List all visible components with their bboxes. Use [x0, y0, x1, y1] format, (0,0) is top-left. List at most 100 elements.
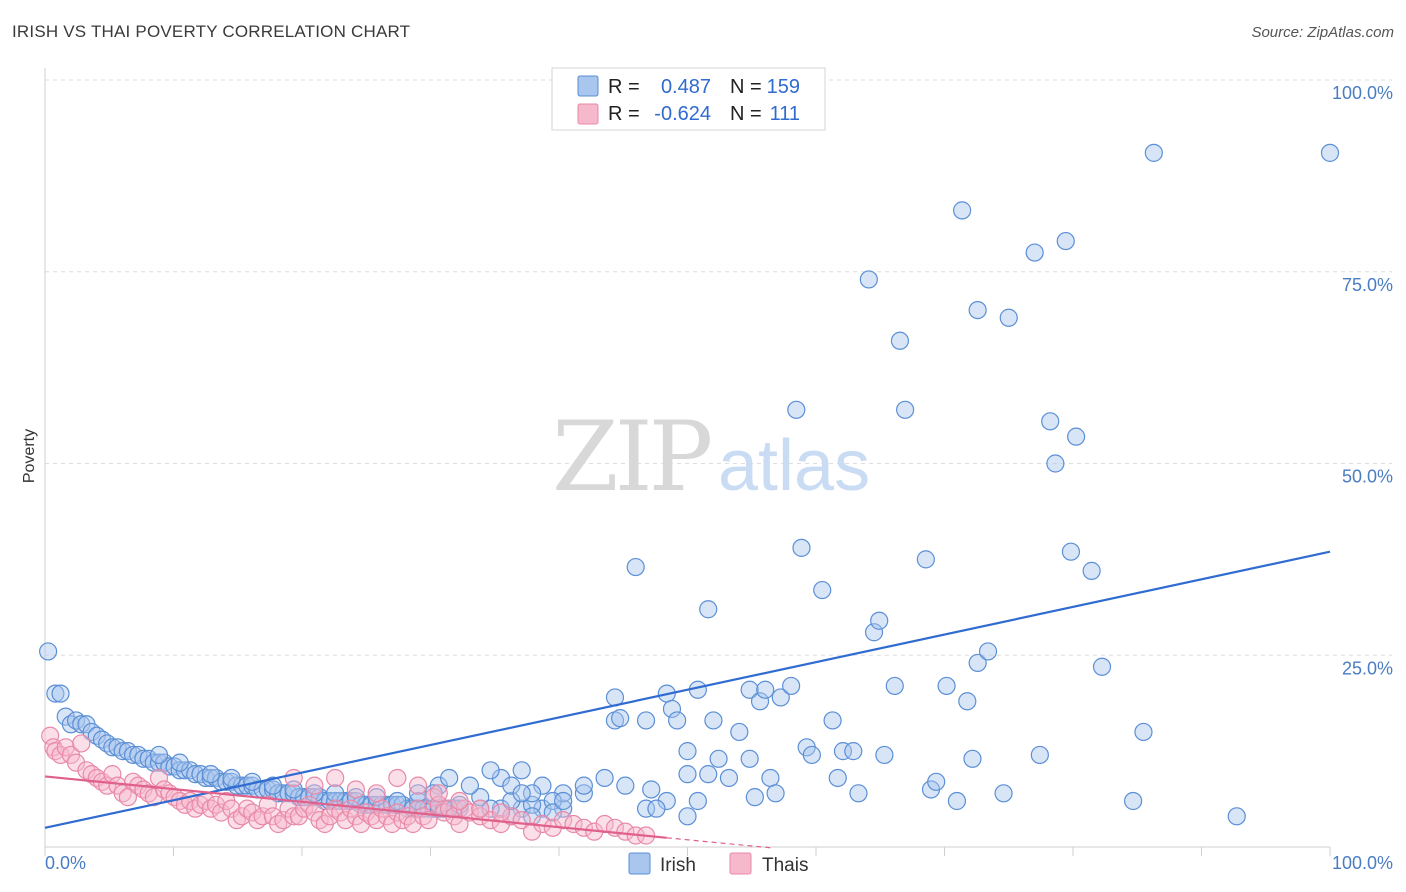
y-axis-label: Poverty: [21, 429, 38, 483]
irish-point-150: [740, 749, 759, 768]
irish-point-127: [657, 791, 676, 811]
thais-point-67: [383, 814, 402, 834]
irish-point-145: [704, 711, 723, 730]
irish-point-194: [1067, 427, 1086, 446]
legend-irish-r-value: 0.487: [661, 76, 711, 98]
irish-point-153: [756, 680, 775, 699]
thais-point-42: [253, 807, 272, 826]
thais-point-6: [66, 753, 86, 772]
irish-point-102: [512, 761, 531, 780]
irish-point-132: [611, 709, 630, 728]
thais-point-101: [305, 776, 324, 795]
irish-point-151: [745, 788, 764, 807]
irish-point-96: [491, 799, 511, 818]
axes: [44, 68, 1331, 856]
irish-point-195: [1082, 561, 1101, 580]
x-tick-label-1: 100.0%: [1332, 853, 1393, 873]
irish-point-159: [792, 538, 811, 557]
irish-point-154: [761, 768, 780, 788]
irish-point-173: [890, 331, 910, 350]
irish-point-87: [305, 784, 324, 803]
irish-point-126: [636, 799, 656, 818]
irish-point-128: [678, 807, 697, 826]
legend-irish-r-label: R =: [608, 76, 640, 98]
irish-point-180: [953, 201, 972, 220]
irish-point-183: [968, 653, 987, 673]
bottom-legend-swatch-thais: [729, 852, 752, 875]
irish-point-129: [688, 791, 707, 811]
irish-point-192: [1056, 231, 1075, 251]
irish-point-189: [1030, 745, 1049, 765]
chart-title: IRISH VS THAI POVERTY CORRELATION CHART: [12, 22, 411, 41]
y-tick-label-0: 25.0%: [1342, 658, 1393, 678]
irish-point-6: [72, 715, 91, 734]
irish-point-184: [968, 301, 987, 320]
irish-point-170: [870, 611, 889, 630]
thais-point-86: [502, 807, 521, 826]
irish-point-0: [39, 642, 58, 661]
irish-point-114: [502, 791, 521, 811]
irish-point-110: [424, 784, 443, 803]
thais-point-82: [460, 803, 479, 822]
irish-point-157: [782, 676, 801, 696]
thais-point-106: [408, 776, 428, 795]
irish-point-197: [1124, 791, 1143, 811]
y-tick-label-1: 50.0%: [1342, 467, 1393, 487]
thais-point-103: [346, 780, 365, 799]
irish-point-82: [201, 765, 220, 784]
irish-point-166: [844, 742, 863, 761]
irish-point-164: [828, 768, 847, 788]
irish-point-152: [750, 692, 770, 711]
thais-point-34: [212, 803, 231, 822]
thais-point-48: [284, 807, 303, 826]
x-tick-label-0: 0.0%: [45, 853, 86, 873]
irish-point-135: [636, 711, 656, 730]
irish-point-80: [149, 745, 169, 765]
irish-point-144: [699, 600, 718, 619]
irish-point-89: [346, 788, 365, 807]
irish-point-147: [719, 768, 739, 788]
series-legend: Irish Thais: [628, 852, 808, 876]
legend-swatch-irish: [577, 75, 599, 97]
irish-point-162: [813, 580, 832, 600]
irish-point-116: [543, 803, 562, 822]
irish-point-81: [170, 753, 189, 772]
thais-point-97: [616, 822, 635, 841]
irish-point-163: [823, 711, 842, 730]
thais-trend-line: [44, 775, 667, 839]
legend-irish-n-value: 159: [767, 76, 800, 98]
legend-thais-n-label: N =: [730, 103, 762, 125]
chart-source: Source: ZipAtlas.com: [1251, 24, 1394, 41]
watermark: ZIP atlas: [552, 401, 870, 513]
irish-point-140: [668, 711, 687, 730]
irish-point-90: [367, 788, 386, 807]
correlation-legend: R = 0.487 N = 159 R = -0.624 N = 111: [551, 67, 826, 131]
irish-point-148: [730, 722, 749, 742]
y-tick-label-2: 75.0%: [1342, 275, 1393, 295]
thais-point-7: [72, 734, 91, 753]
tick-labels: 25.0% 50.0% 75.0% 100.0% 0.0% 100.0%: [45, 83, 1393, 873]
legend-thais-r-value: -0.624: [654, 103, 711, 125]
irish-point-112: [460, 776, 479, 795]
irish-point-121: [554, 791, 573, 811]
irish-point-178: [937, 676, 956, 696]
irish-point-136: [642, 780, 661, 799]
irish-point-111: [440, 768, 459, 788]
bottom-legend-swatch-irish: [628, 852, 651, 875]
legend-thais-r-label: R =: [608, 103, 640, 125]
irish-point-119: [522, 784, 542, 803]
irish-point-188: [1025, 243, 1044, 262]
irish-point-161: [802, 745, 821, 765]
thais-point-109: [471, 799, 490, 818]
thais-point-108: [450, 791, 469, 811]
irish-point-134: [626, 557, 645, 577]
irish-point-191: [1046, 454, 1065, 473]
irish-point-168: [859, 270, 878, 289]
irish-point-146: [709, 749, 728, 768]
irish-point-177: [927, 772, 946, 791]
irish-trend-line: [44, 550, 1331, 829]
irish-point-199: [1144, 143, 1163, 162]
irish-point-193: [1061, 542, 1081, 561]
bottom-legend-label-thais: Thais: [762, 855, 808, 876]
thais-point-88: [522, 822, 542, 841]
